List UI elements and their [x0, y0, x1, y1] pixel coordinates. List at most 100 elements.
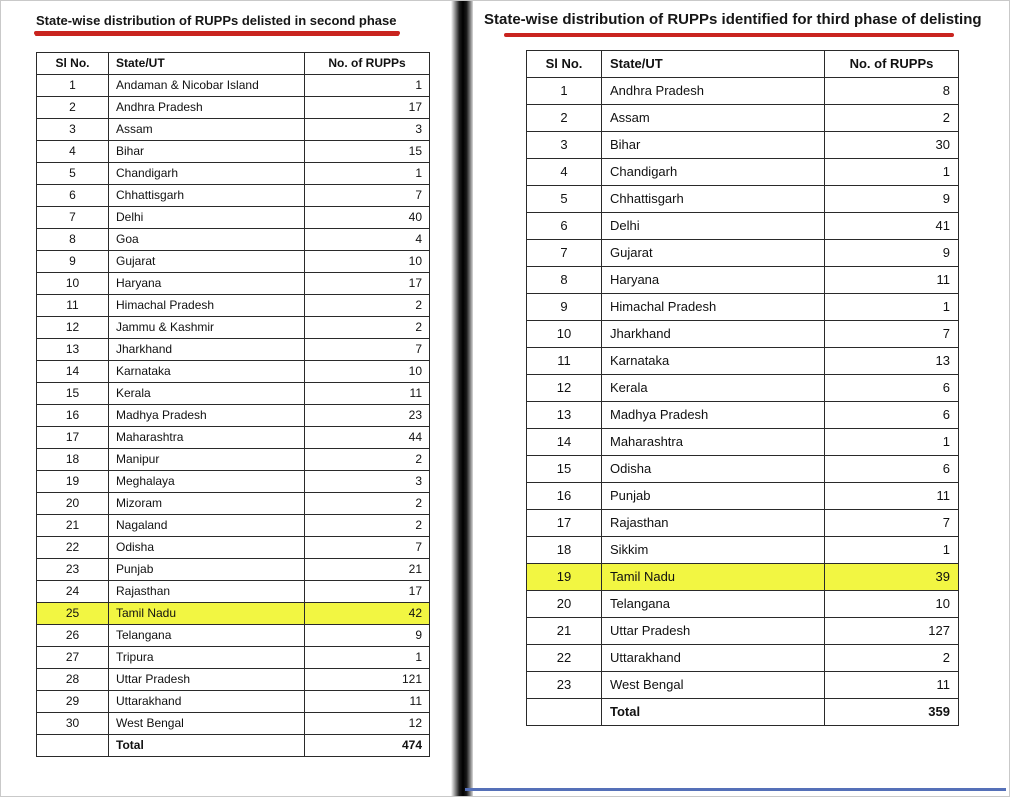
- count-cell: 2: [304, 316, 430, 339]
- slno-cell: 24: [36, 580, 109, 603]
- state-cell: Andhra Pradesh: [108, 96, 305, 119]
- slno-cell: 13: [526, 401, 602, 429]
- table-row: 22 Odisha 7: [36, 536, 430, 559]
- highlighted-row: 19 Tamil Nadu 39: [526, 563, 959, 591]
- book-spine-divider: [451, 1, 474, 796]
- state-cell: Delhi: [601, 212, 825, 240]
- slno-cell: 8: [36, 228, 109, 251]
- table-row: 29 Uttarakhand 11: [36, 690, 430, 713]
- header-row: Sl No. State/UT No. of RUPPs: [36, 52, 430, 75]
- state-cell: Bihar: [108, 140, 305, 163]
- count-cell: 11: [824, 482, 959, 510]
- state-cell: Telangana: [108, 624, 305, 647]
- slno-cell: 17: [36, 426, 109, 449]
- count-cell: 15: [304, 140, 430, 163]
- slno-cell: 22: [36, 536, 109, 559]
- state-cell: Madhya Pradesh: [108, 404, 305, 427]
- table-row: 10 Jharkhand 7: [526, 320, 959, 348]
- table-row: 4 Bihar 15: [36, 140, 430, 163]
- slno-cell: 21: [36, 514, 109, 537]
- table-row: 16 Madhya Pradesh 23: [36, 404, 430, 427]
- count-cell: 1: [304, 162, 430, 185]
- count-cell: 9: [304, 624, 430, 647]
- table-row: 3 Assam 3: [36, 118, 430, 141]
- slno-cell: 10: [526, 320, 602, 348]
- state-cell: Uttar Pradesh: [601, 617, 825, 645]
- table-row: 17 Maharashtra 44: [36, 426, 430, 449]
- table-row: 13 Madhya Pradesh 6: [526, 401, 959, 429]
- table-row: 2 Assam 2: [526, 104, 959, 132]
- count-cell: 3: [304, 470, 430, 493]
- state-cell: Gujarat: [601, 239, 825, 267]
- slno-cell: 15: [526, 455, 602, 483]
- count-cell: 17: [304, 272, 430, 295]
- table-row: 20 Mizoram 2: [36, 492, 430, 515]
- highlighted-row: 25 Tamil Nadu 42: [36, 602, 430, 625]
- count-cell: 2: [304, 294, 430, 317]
- count-cell: 30: [824, 131, 959, 159]
- count-cell: 2: [304, 492, 430, 515]
- slno-cell: 22: [526, 644, 602, 672]
- count-cell: 6: [824, 455, 959, 483]
- slno-cell: 12: [36, 316, 109, 339]
- count-cell: 7: [304, 536, 430, 559]
- column-header-1: State/UT: [601, 50, 825, 78]
- table-row: 5 Chhattisgarh 9: [526, 185, 959, 213]
- count-cell: 44: [304, 426, 430, 449]
- table-row: 9 Himachal Pradesh 1: [526, 293, 959, 321]
- slno-cell: 9: [526, 293, 602, 321]
- slno-cell: 2: [526, 104, 602, 132]
- state-cell: Sikkim: [601, 536, 825, 564]
- table-row: 1 Andhra Pradesh 8: [526, 77, 959, 105]
- table-row: 21 Uttar Pradesh 127: [526, 617, 959, 645]
- count-cell: 9: [824, 239, 959, 267]
- total-label-cell: Total: [108, 734, 305, 757]
- total-label-cell: Total: [601, 698, 825, 726]
- table-row: 10 Haryana 17: [36, 272, 430, 295]
- column-header-0: Sl No.: [36, 52, 109, 75]
- state-cell: Kerala: [108, 382, 305, 405]
- state-cell: Uttar Pradesh: [108, 668, 305, 691]
- count-cell: 1: [824, 293, 959, 321]
- table-row: 23 West Bengal 11: [526, 671, 959, 699]
- table-row: 23 Punjab 21: [36, 558, 430, 581]
- state-cell: Jharkhand: [601, 320, 825, 348]
- state-cell: Assam: [601, 104, 825, 132]
- table-row: 1 Andaman & Nicobar Island 1: [36, 74, 430, 97]
- page-left: State-wise distribution of RUPPs deliste…: [1, 1, 453, 796]
- count-cell: 11: [304, 382, 430, 405]
- count-cell: 39: [824, 563, 959, 591]
- slno-cell: 23: [36, 558, 109, 581]
- count-cell: 2: [304, 448, 430, 471]
- table-row: 26 Telangana 9: [36, 624, 430, 647]
- state-cell: Kerala: [601, 374, 825, 402]
- slno-cell: 10: [36, 272, 109, 295]
- slno-cell: 14: [36, 360, 109, 383]
- slno-cell: 8: [526, 266, 602, 294]
- state-cell: Punjab: [601, 482, 825, 510]
- count-cell: 11: [824, 266, 959, 294]
- table-row: 28 Uttar Pradesh 121: [36, 668, 430, 691]
- state-cell: Gujarat: [108, 250, 305, 273]
- slno-cell: 15: [36, 382, 109, 405]
- state-cell: Manipur: [108, 448, 305, 471]
- state-cell: Chandigarh: [601, 158, 825, 186]
- table-row: 8 Goa 4: [36, 228, 430, 251]
- table-row: 3 Bihar 30: [526, 131, 959, 159]
- count-cell: 41: [824, 212, 959, 240]
- count-cell: 7: [304, 338, 430, 361]
- count-cell: 13: [824, 347, 959, 375]
- count-cell: 7: [824, 509, 959, 537]
- slno-cell: 13: [36, 338, 109, 361]
- slno-cell: 20: [36, 492, 109, 515]
- slno-cell: 4: [526, 158, 602, 186]
- slno-cell: 18: [36, 448, 109, 471]
- state-cell: Jharkhand: [108, 338, 305, 361]
- slno-cell: 30: [36, 712, 109, 735]
- count-cell: 40: [304, 206, 430, 229]
- count-cell: 12: [304, 712, 430, 735]
- state-cell: Maharashtra: [601, 428, 825, 456]
- state-cell: Tamil Nadu: [108, 602, 305, 625]
- table-row: 2 Andhra Pradesh 17: [36, 96, 430, 119]
- table-row: 21 Nagaland 2: [36, 514, 430, 537]
